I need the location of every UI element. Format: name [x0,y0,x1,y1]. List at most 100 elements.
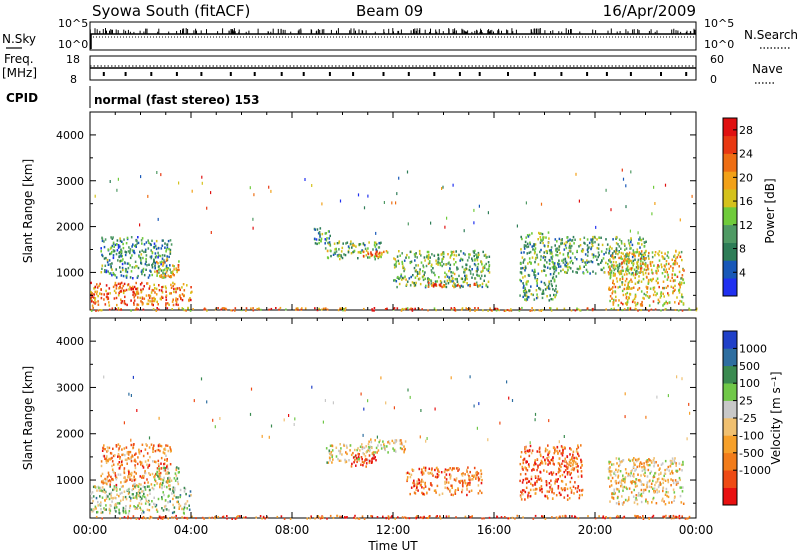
echo-cell [100,271,103,274]
echo-cell [165,454,167,457]
echo-cell [435,309,437,312]
echo-cell [510,309,512,312]
echo-cell [172,298,174,301]
echo-cell [540,462,542,465]
echo-cell [179,488,182,492]
echo-cell [119,239,122,243]
echo-cell [159,483,161,486]
echo-cell [179,288,181,292]
echo-cell [378,440,380,444]
echo-cell [660,309,662,312]
colorbar-segment [723,383,737,401]
echo-cell [383,445,386,448]
echo-cell [173,477,176,480]
echo-cell [592,235,594,239]
echo-cell [435,467,438,470]
echo-cell [674,263,676,266]
echo-cell [108,508,111,512]
echo-cell [148,294,150,297]
echo-cell [124,453,126,457]
echo-cell [113,289,116,293]
echo-cell [169,446,171,449]
echo-cell [616,264,619,267]
echo-cell [615,516,618,519]
echo-cell [452,284,454,287]
echo-cell [363,206,366,210]
echo-cell [619,463,621,466]
echo-cell [371,253,374,257]
echo-cell [681,377,683,381]
echo-cell [172,488,174,491]
echo-cell [682,302,685,305]
echo-cell [167,501,169,504]
echo-cell [637,281,640,284]
echo-cell [621,478,624,482]
echo-cell [361,443,363,446]
echo-cell [363,407,365,411]
echo-cell [672,279,675,283]
echo-cell [555,253,557,257]
echo-cell [109,272,112,275]
echo-cell [610,484,613,487]
echo-cell [113,506,116,509]
echo-cell [613,491,616,494]
echo-cell [245,307,248,310]
echo-cell [658,259,661,262]
echo-cell [239,515,241,518]
echo-cell [395,265,397,268]
echo-cell [542,236,544,239]
echo-cell [629,244,631,247]
echo-cell [140,508,142,511]
echo-cell [561,259,563,262]
echo-cell [115,478,118,481]
echo-cell [177,264,180,267]
echo-cell [558,245,561,248]
echo-cell [112,285,115,289]
echo-cell [121,491,123,495]
echo-cell [459,285,461,288]
echo-cell [525,201,527,205]
echo-cell [653,286,656,289]
echo-cell [163,493,165,497]
echo-cell [526,252,529,255]
echo-cell [609,258,611,261]
echo-cell [188,494,191,498]
echo-cell [477,472,480,475]
echo-cell [114,508,116,512]
echo-cell [621,261,623,264]
echo-cell [555,266,558,270]
echo-cell [111,460,114,463]
echo-cell [135,281,137,285]
echo-cell [532,484,534,487]
echo-cell [540,310,543,312]
echo-cell [141,464,144,468]
echo-cell [524,286,526,290]
beam-label: Beam 09 [356,2,423,20]
echo-cell [675,483,678,486]
echo-cell [558,259,560,262]
echo-cell [650,264,652,267]
echo-cell [403,445,405,448]
echo-cell [480,274,483,277]
echo-cell [362,254,365,258]
echo-cell [628,261,630,265]
echo-cell [648,309,650,312]
echo-cell [475,475,477,479]
nave-dip [328,72,331,76]
echo-cell [268,435,270,439]
echo-cell [532,517,535,520]
echo-cell [617,286,619,289]
echo-cell [524,288,527,292]
echo-cell [399,276,401,280]
echo-cell [105,482,108,485]
echo-cell [190,291,192,294]
echo-cell [444,225,446,229]
echo-cell [325,447,328,450]
echo-cell [678,514,681,517]
echo-cell [480,491,483,495]
echo-cell [406,280,409,283]
echo-cell [624,468,627,471]
echo-cell [631,482,633,485]
echo-cell [147,459,150,462]
colorbar-segment [723,487,737,506]
